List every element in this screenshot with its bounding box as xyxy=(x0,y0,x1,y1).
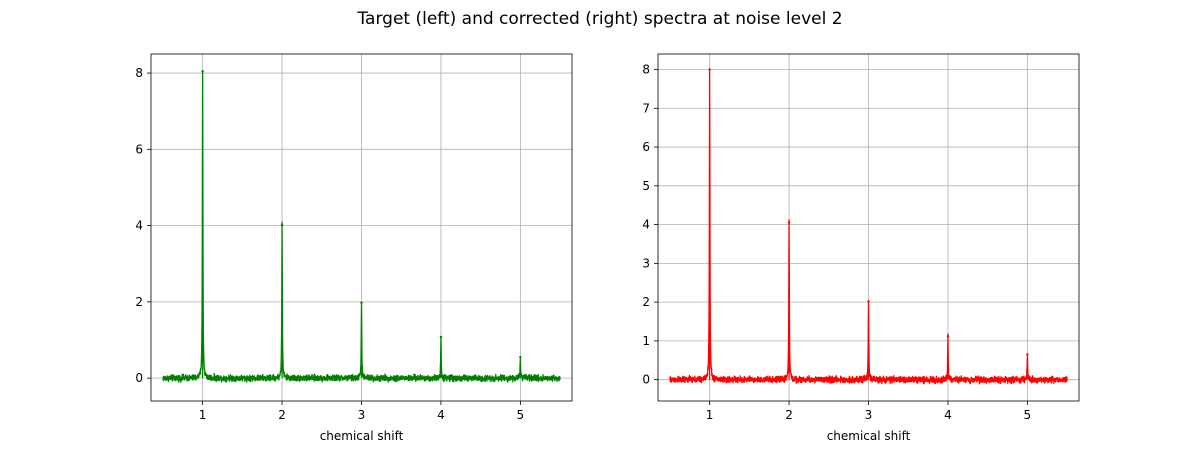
left-chart-peak-point xyxy=(519,355,522,359)
right-chart-y-tick-label: 8 xyxy=(642,63,650,77)
left-chart-peak-point xyxy=(280,223,284,227)
right-chart-x-tick-label: 3 xyxy=(865,408,873,422)
left-chart-y-tick-label: 4 xyxy=(135,219,143,233)
left-chart-x-axis-label: chemical shift xyxy=(320,429,404,443)
left-chart-ticks: 1 2 3 4 5 0 2 4 6 8 xyxy=(135,66,524,422)
right-chart-ticks: 1 2 3 4 5 0 1 2 3 4 5 6 7 8 xyxy=(642,63,1031,422)
right-chart-y-tick-label: 3 xyxy=(642,256,650,270)
right-chart-x-tick-label: 5 xyxy=(1024,408,1032,422)
left-chart-y-tick-label: 6 xyxy=(135,142,143,156)
right-chart-y-tick-label: 2 xyxy=(642,295,650,309)
right-chart-y-tick-label: 7 xyxy=(642,101,650,115)
left-chart-peak-point xyxy=(201,69,204,73)
left-chart-series xyxy=(162,69,561,383)
right-chart-x-axis-label: chemical shift xyxy=(827,429,911,443)
right-chart-y-tick-label: 6 xyxy=(642,140,650,154)
left-chart-x-tick-label: 5 xyxy=(517,408,525,422)
right-chart-peak-point xyxy=(1026,353,1029,356)
left-chart-peak-point xyxy=(360,301,363,304)
left-chart-y-tick-label: 2 xyxy=(135,295,143,309)
right-chart-corrected: 1 2 3 4 5 0 1 2 3 4 5 6 7 8 chemical shift xyxy=(642,53,1080,443)
figure-title: Target (left) and corrected (right) spec… xyxy=(356,9,842,29)
right-chart-y-tick-label: 5 xyxy=(642,179,650,193)
right-chart-x-tick-label: 4 xyxy=(944,408,952,422)
left-chart-x-tick-label: 1 xyxy=(199,408,207,422)
right-chart-peak-point xyxy=(867,300,870,303)
left-chart-y-tick-label: 0 xyxy=(135,371,143,385)
left-chart-x-tick-label: 4 xyxy=(437,408,445,422)
right-chart-y-tick-label: 4 xyxy=(642,218,650,232)
right-chart-y-tick-label: 1 xyxy=(642,334,650,348)
left-chart-target: 1 2 3 4 5 0 2 4 6 8 chemical shift xyxy=(135,53,573,443)
left-chart-x-tick-label: 2 xyxy=(278,408,286,422)
left-chart-spectrum-line xyxy=(162,70,561,383)
right-chart-peak-point xyxy=(787,221,791,224)
right-chart-x-tick-label: 1 xyxy=(706,408,714,422)
left-chart-peak-point xyxy=(439,335,443,339)
left-chart-x-tick-label: 3 xyxy=(358,408,366,422)
right-chart-peak-point xyxy=(708,68,711,71)
right-chart-x-tick-label: 2 xyxy=(785,408,793,422)
left-chart-y-tick-label: 8 xyxy=(135,66,143,80)
right-chart-series xyxy=(669,68,1068,385)
right-chart-y-tick-label: 0 xyxy=(642,373,650,387)
right-chart-peak-point xyxy=(946,335,950,338)
